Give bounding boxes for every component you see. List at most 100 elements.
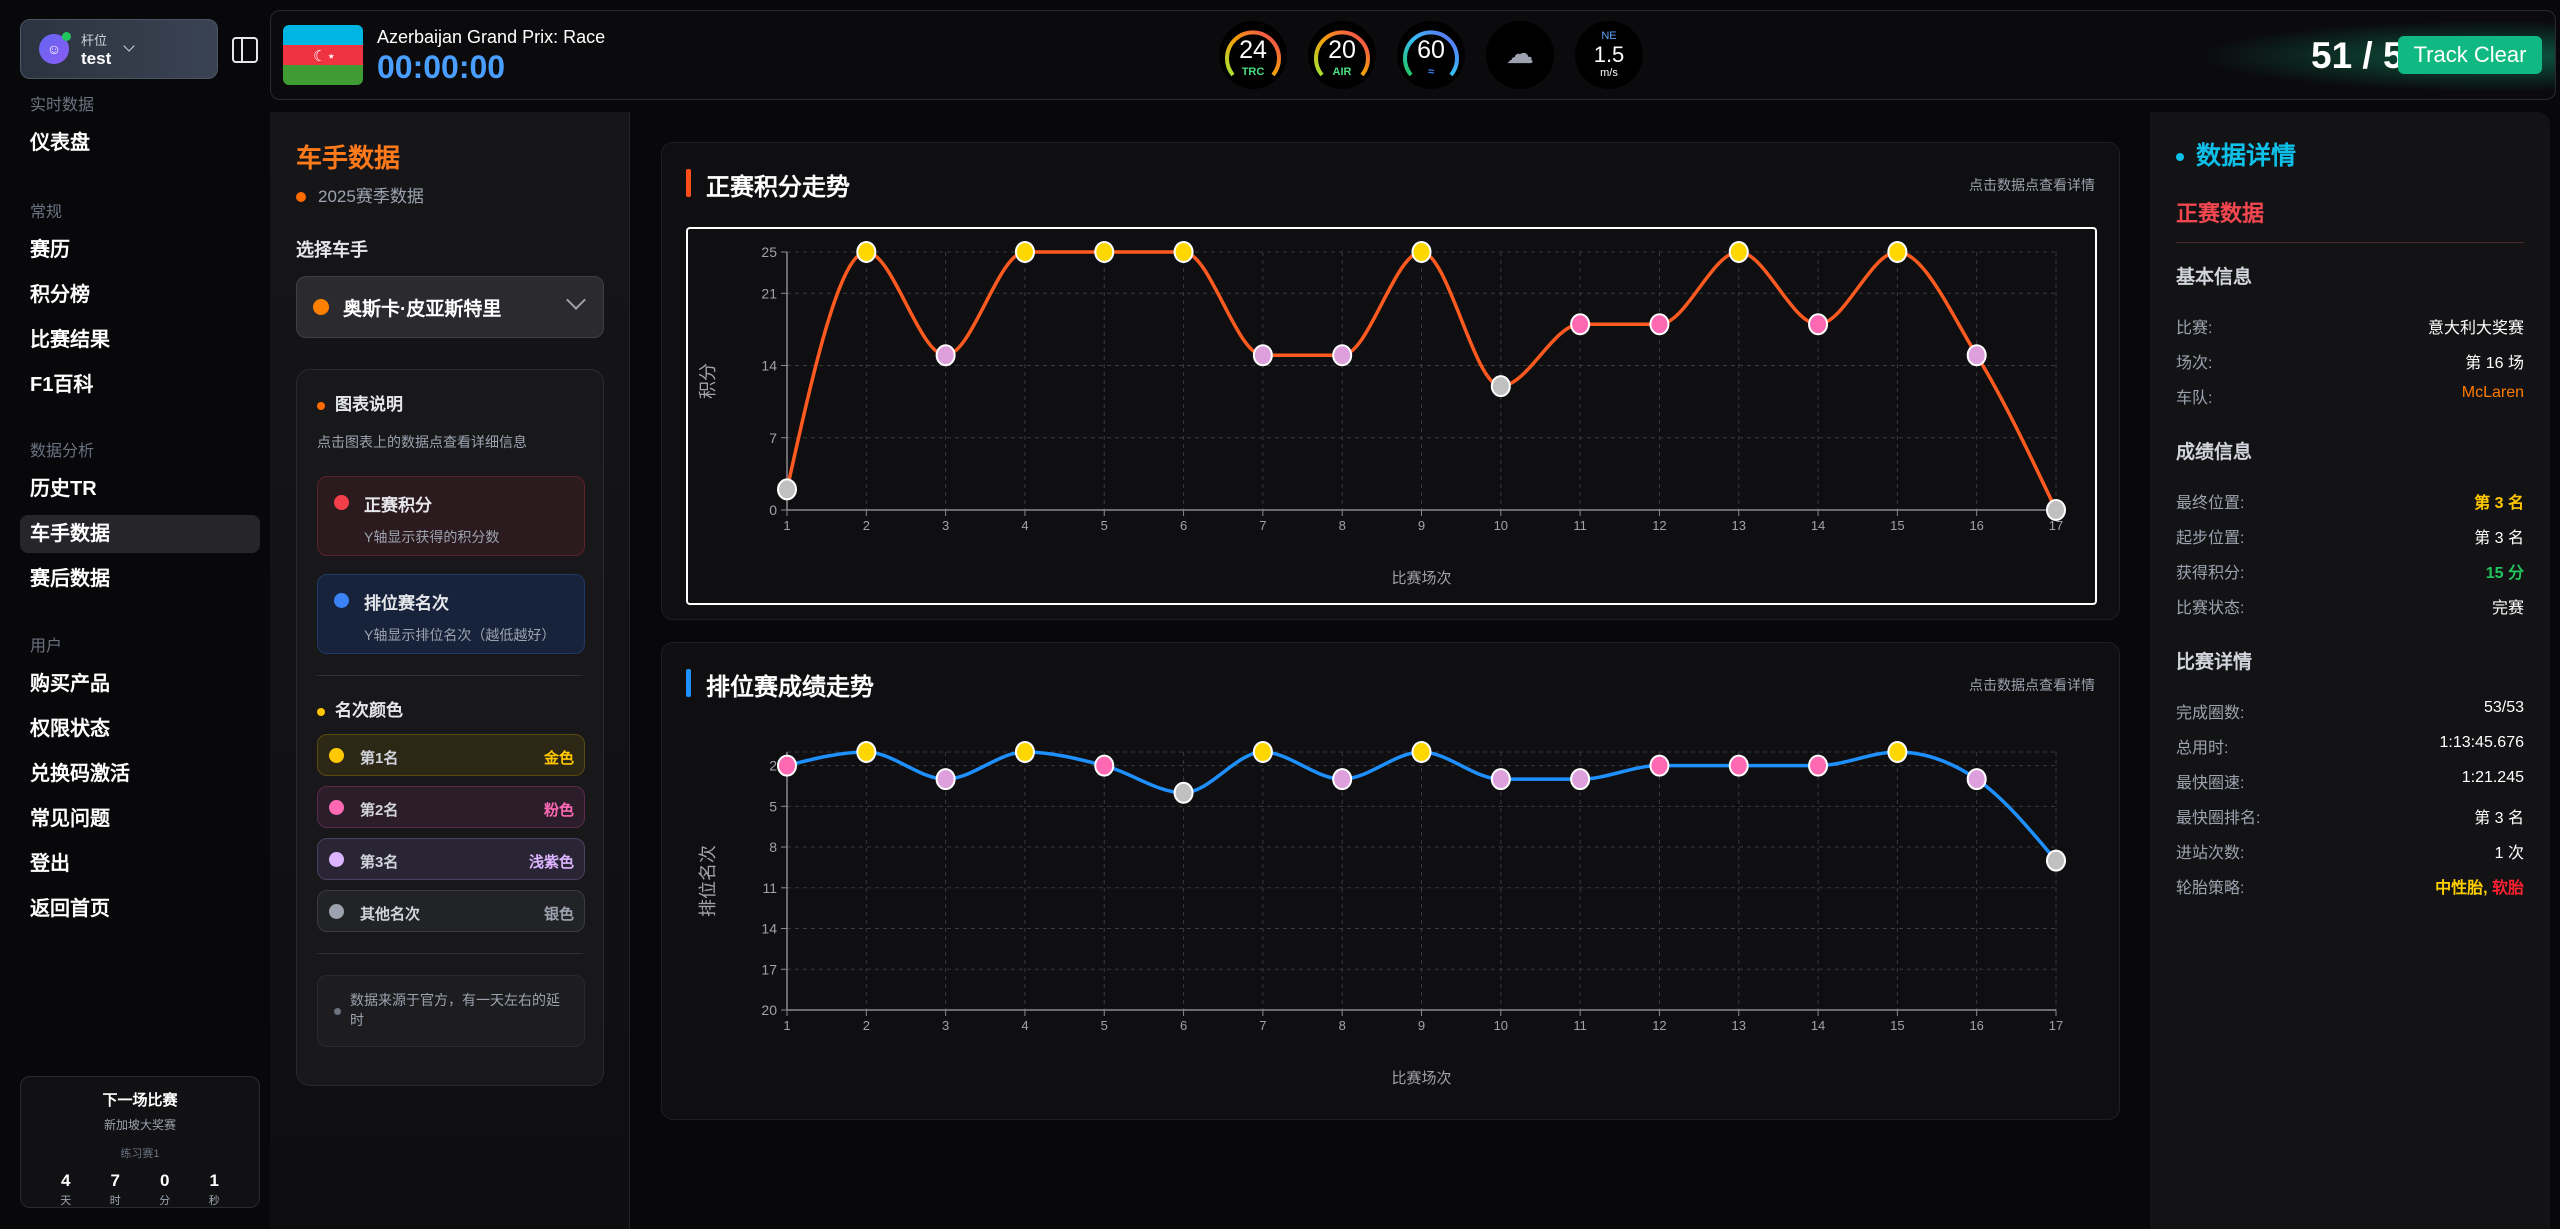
data-point[interactable]: [1411, 241, 1432, 263]
data-point[interactable]: [1728, 754, 1749, 777]
data-point[interactable]: [1490, 768, 1511, 791]
details-title: 数据详情: [2176, 136, 2296, 172]
sidebar-item[interactable]: 车手数据: [20, 514, 260, 553]
chart-hint: 点击数据点查看详情: [1969, 177, 2095, 193]
x-tick-label: 4: [1021, 518, 1028, 533]
air-temp-gauge: 20 AIR: [1308, 21, 1376, 89]
data-point[interactable]: [1411, 741, 1432, 763]
data-point[interactable]: [1490, 375, 1511, 398]
data-point[interactable]: [935, 768, 956, 791]
data-point[interactable]: [1808, 313, 1829, 336]
data-point[interactable]: [777, 754, 797, 777]
sidebar-item[interactable]: 权限状态: [30, 717, 110, 740]
sidebar-toggle-icon[interactable]: [232, 37, 258, 63]
race-title: Azerbaijan Grand Prix: Race: [377, 27, 606, 47]
online-status-dot: [62, 32, 71, 41]
x-tick-label: 6: [1180, 518, 1187, 533]
selected-driver: 奥斯卡·皮亚斯特里: [343, 298, 502, 320]
profile-username: test: [81, 48, 112, 68]
data-point[interactable]: [1094, 241, 1115, 263]
data-point[interactable]: [1570, 313, 1591, 336]
detail-row: 车队: McLaren: [2176, 384, 2524, 408]
dot-icon: [296, 192, 306, 202]
y-tick-label: 25: [761, 244, 777, 260]
humidity-gauge: 60 ≈: [1397, 21, 1465, 89]
data-point[interactable]: [1332, 768, 1353, 791]
x-tick-label: 11: [1573, 1018, 1587, 1033]
user-icon: ☺: [39, 32, 71, 64]
tyre-compound: 软胎: [2491, 880, 2524, 897]
data-point[interactable]: [1808, 754, 1829, 777]
data-point[interactable]: [1332, 344, 1353, 367]
detail-row: 完成圈数: 53/53: [2176, 699, 2524, 723]
data-point[interactable]: [2046, 499, 2066, 521]
data-point[interactable]: [1966, 768, 1987, 791]
data-point[interactable]: [1173, 781, 1194, 804]
detail-row: 获得积分: 15 分: [2176, 559, 2524, 583]
tyre-compound: 中性胎: [2435, 880, 2484, 897]
humidity-icon: ≈: [1427, 66, 1435, 78]
detail-row: 总用时: 1:13:45.676: [2176, 734, 2524, 758]
x-tick-label: 17: [2049, 1018, 2063, 1033]
sidebar-item[interactable]: 购买产品: [30, 673, 110, 695]
sidebar-item[interactable]: 比赛结果: [30, 328, 110, 351]
nav-section-title: 数据分析: [30, 443, 95, 460]
detail-row: 起步位置: 第 3 名: [2176, 524, 2524, 548]
sidebar-item[interactable]: 兑换码激活: [30, 762, 130, 785]
sidebar-item[interactable]: 赛后数据: [30, 567, 110, 590]
data-point[interactable]: [1887, 241, 1908, 263]
x-tick-label: 5: [1101, 1018, 1108, 1033]
azerbaijan-flag-icon: ☾⋆: [283, 25, 363, 85]
divider: [2176, 242, 2524, 243]
sidebar-item[interactable]: 积分榜: [30, 283, 90, 306]
sidebar-item[interactable]: 赛历: [30, 239, 70, 261]
data-point[interactable]: [1014, 241, 1035, 263]
data-point[interactable]: [2046, 849, 2066, 872]
x-tick-label: 9: [1418, 518, 1425, 533]
detail-label: 比赛状态:: [2176, 600, 2245, 617]
x-tick-label: 2: [863, 1018, 870, 1033]
data-point[interactable]: [1966, 344, 1987, 367]
x-tick-label: 1: [783, 1018, 790, 1033]
data-point[interactable]: [1173, 241, 1194, 263]
sidebar-item[interactable]: 常见问题: [30, 807, 110, 830]
data-point[interactable]: [1014, 741, 1035, 763]
profile-switcher[interactable]: ☺ 杆位 test: [20, 19, 218, 79]
data-point[interactable]: [856, 741, 877, 763]
detail-label: 完成圈数:: [2176, 705, 2245, 722]
x-tick-label: 17: [2049, 518, 2063, 533]
detail-value: McLaren: [2461, 384, 2524, 401]
data-point[interactable]: [1649, 754, 1670, 777]
legend-title: 图表说明: [317, 390, 403, 415]
data-point[interactable]: [935, 344, 956, 367]
sidebar-item[interactable]: 返回首页: [30, 897, 110, 920]
data-point[interactable]: [1728, 241, 1749, 263]
data-point[interactable]: [856, 241, 877, 263]
detail-row: 场次: 第 16 场: [2176, 349, 2524, 373]
data-point[interactable]: [1252, 344, 1273, 367]
sidebar-item[interactable]: F1百科: [30, 373, 94, 396]
gauge-arc: [1225, 30, 1281, 77]
y-axis-label: 排位名次: [698, 845, 718, 917]
data-point[interactable]: [777, 478, 797, 501]
rank-gold: 第1名 金色: [317, 734, 585, 776]
sidebar-item[interactable]: 历史TR: [30, 478, 97, 500]
track-status-badge: Track Clear: [2398, 36, 2542, 74]
driver-select[interactable]: 奥斯卡·皮亚斯特里: [296, 276, 604, 338]
x-tick-label: 7: [1259, 1018, 1266, 1033]
sidebar-item[interactable]: 登出: [30, 852, 70, 875]
chart-frame: [686, 227, 2097, 605]
detail-row: 最终位置: 第 3 名: [2176, 489, 2524, 513]
rain-cloud-icon: ☁: [1506, 38, 1534, 69]
data-point[interactable]: [1887, 741, 1908, 763]
sidebar-item[interactable]: 仪表盘: [30, 132, 90, 154]
data-point[interactable]: [1570, 768, 1591, 791]
y-tick-label: 17: [761, 961, 777, 977]
data-point[interactable]: [1649, 313, 1670, 336]
data-point[interactable]: [1252, 741, 1273, 763]
x-tick-label: 15: [1890, 518, 1904, 533]
data-point[interactable]: [1094, 754, 1115, 777]
